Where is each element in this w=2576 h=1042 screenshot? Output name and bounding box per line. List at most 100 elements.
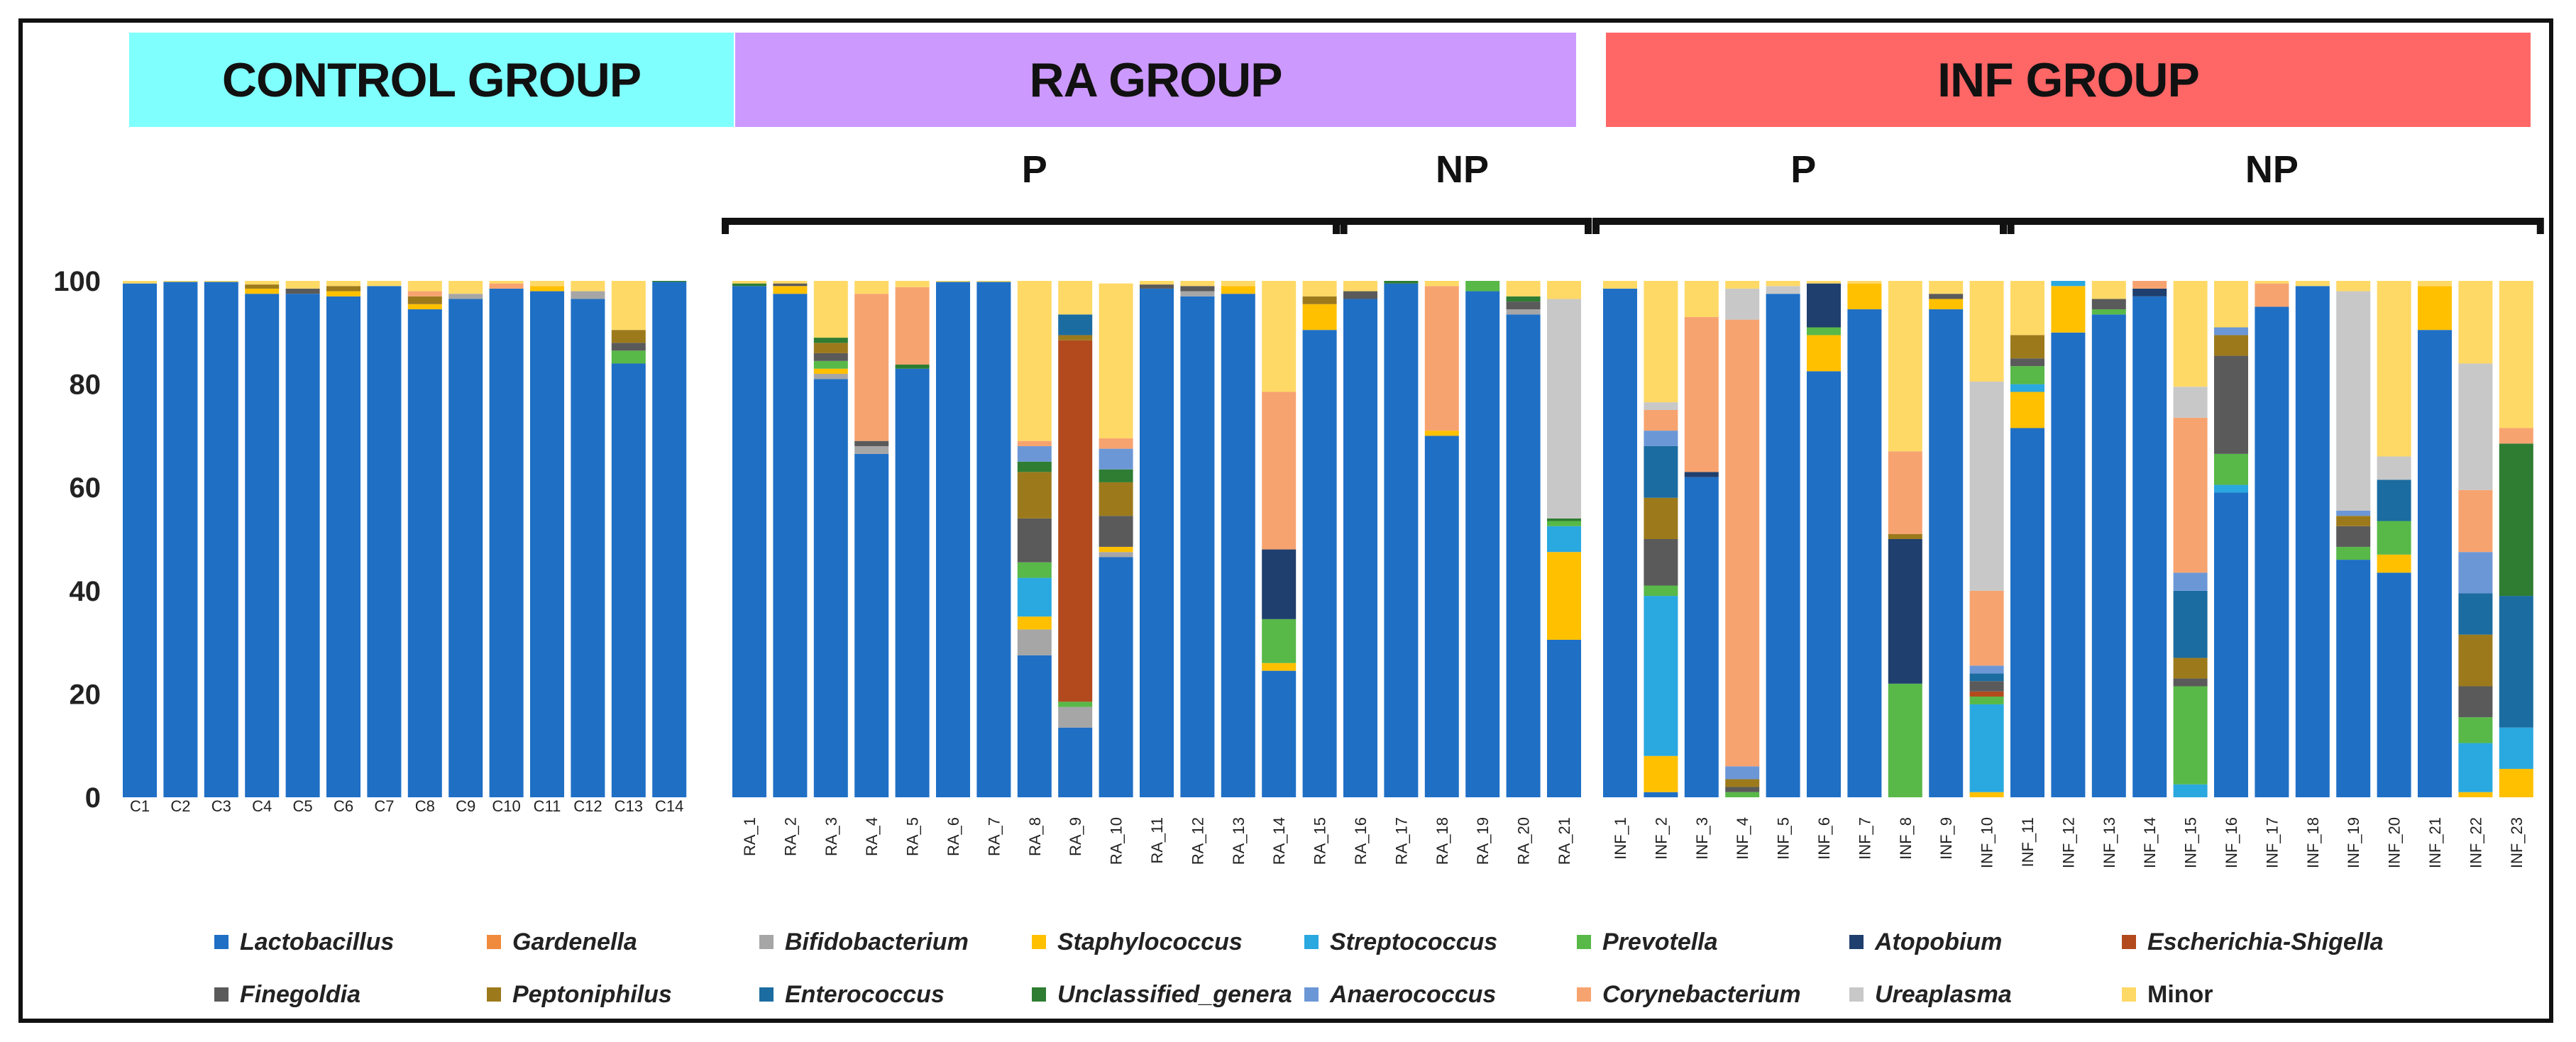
legend-label: Streptococcus	[1330, 928, 1498, 955]
x-tick-label: RA_16	[1352, 817, 1370, 865]
bar-ra-13	[1221, 281, 1255, 797]
bar-segment-minor	[611, 281, 646, 331]
bar-segment-bifidobacterium	[1058, 706, 1093, 728]
bar-segment-minor	[204, 281, 238, 282]
bar-inf-3	[1684, 281, 1719, 797]
bar-segment-minor	[773, 281, 808, 284]
legend-swatch	[214, 935, 229, 949]
x-tick-label: INF_4	[1734, 817, 1751, 860]
bar-segment-unclassified_genera	[813, 338, 848, 343]
bar-segment-corynebacterium	[1424, 286, 1459, 431]
group-banner-control: CONTROL GROUP	[129, 33, 734, 127]
bar-segment-minor	[2010, 281, 2044, 336]
bar-segment-lactobacillus	[1221, 294, 1255, 797]
bar-c11	[530, 281, 564, 797]
x-tick-label: RA_6	[945, 817, 962, 856]
bar-segment-lactobacillus	[571, 299, 605, 798]
bar-segment-lactobacillus	[2336, 560, 2371, 797]
bar-segment-corynebacterium	[1888, 451, 1922, 534]
bar-segment-finegoldia	[2010, 358, 2044, 367]
bar-segment-streptococcus	[2499, 727, 2533, 769]
bar-segment-peptoniphilus	[2336, 516, 2371, 526]
bar-segment-corynebacterium	[1725, 319, 1760, 767]
bar-segment-staphylococcus	[813, 368, 848, 375]
bar-segment-unclassified_genera	[652, 281, 687, 282]
bar-ra-9	[1058, 281, 1093, 797]
x-tick-label: INF_11	[2019, 817, 2037, 868]
bar-segment-minor	[1807, 281, 1841, 284]
bar-ra-16	[1343, 281, 1377, 798]
bar-segment-streptococcus	[2173, 784, 2208, 797]
bar-segment-finegoldia	[773, 283, 808, 287]
bar-segment-corynebacterium	[2173, 417, 2208, 573]
x-tick-label: C13	[615, 797, 643, 815]
legend-swatch	[487, 935, 501, 949]
bar-segment-enterococcus	[2377, 480, 2411, 521]
x-tick-label: INF_15	[2182, 817, 2200, 868]
x-tick-label: RA_19	[1474, 817, 1492, 865]
legend-label: Lactobacillus	[240, 928, 395, 955]
bar-segment-enterococcus	[2499, 596, 2533, 728]
legend-swatch	[1304, 987, 1319, 1002]
bar-segment-anaerococcus	[1969, 665, 2004, 674]
bar-segment-lactobacillus	[1140, 288, 1174, 797]
legend-label: Gardenella	[512, 928, 637, 955]
x-tick-label: RA_20	[1515, 817, 1533, 865]
bar-segment-peptoniphilus	[1099, 482, 1133, 516]
bar-segment-lactobacillus	[285, 294, 320, 797]
bar-segment-enterococcus	[1644, 445, 1678, 498]
bar-segment-lactobacillus	[1180, 296, 1215, 798]
bar-segment-corynebacterium	[1099, 438, 1133, 449]
bar-ra-12	[1180, 281, 1215, 798]
legend-item-enterococcus: Enterococcus	[759, 975, 945, 1014]
bar-segment-corynebacterium	[1684, 316, 1719, 472]
bar-segment-lactobacillus	[1766, 294, 1800, 797]
group-banner-control-label: CONTROL GROUP	[221, 52, 642, 107]
bar-segment-streptococcus	[1969, 704, 2004, 792]
bar-ra-1	[732, 281, 766, 797]
bar-segment-atopobium	[2132, 288, 2167, 296]
y-tick-label: 20	[70, 679, 101, 710]
bar-segment-bifidobacterium	[813, 374, 848, 379]
subgroup-label: NP	[2245, 148, 2299, 191]
bar-segment-staphylococcus	[1807, 335, 1841, 372]
bar-segment-bifidobacterium	[1099, 552, 1133, 558]
bar-segment-minor	[2214, 281, 2248, 328]
x-tick-label: RA_17	[1392, 817, 1410, 865]
legend-item-unclassified_genera: Unclassified_genera	[1032, 975, 1292, 1014]
bar-inf-1	[1603, 281, 1637, 797]
bar-segment-prevotella	[1465, 281, 1500, 292]
bar-segment-minor	[1140, 281, 1174, 285]
bar-inf-16	[2214, 281, 2248, 797]
x-tick-label: INF_18	[2304, 817, 2322, 868]
bar-segment-minor	[2418, 281, 2452, 287]
bar-segment-finegoldia	[285, 288, 320, 294]
bar-segment-minor	[1017, 281, 1052, 441]
chart-legend: Lactobacillus Gardenella Bifidobacterium St…	[214, 922, 2450, 1025]
bar-segment-enterococcus	[1969, 673, 2004, 682]
x-tick-label: INF_12	[2059, 817, 2077, 868]
bar-segment-lactobacillus	[1506, 314, 1541, 797]
bar-c13	[611, 281, 646, 797]
bar-c9	[448, 281, 483, 798]
x-tick-label: C9	[456, 797, 475, 815]
bar-segment-streptococcus	[2458, 743, 2493, 792]
bar-inf-11	[2010, 281, 2044, 797]
bar-segment-peptoniphilus	[2010, 335, 2044, 359]
bar-segment-lactobacillus	[732, 286, 766, 797]
bar-segment-minor	[448, 281, 483, 294]
legend-label: Anaerococcus	[1330, 980, 1497, 1008]
x-tick-label: RA_14	[1270, 817, 1288, 865]
bar-segment-lactobacillus	[652, 282, 687, 797]
bar-segment-minor	[571, 281, 605, 292]
bar-segment-minor	[407, 281, 442, 292]
bar-segment-corynebacterium	[1644, 410, 1678, 431]
legend-item-minor: Minor	[2122, 975, 2213, 1014]
bar-ra-4	[854, 281, 889, 797]
legend-swatch	[487, 987, 501, 1002]
bar-ra-14	[1262, 281, 1297, 797]
bar-segment-peptoniphilus	[611, 330, 646, 343]
bar-segment-staphylococcus	[530, 286, 564, 292]
bar-segment-minor	[1221, 281, 1255, 287]
x-tick-label: INF_5	[1775, 817, 1793, 860]
